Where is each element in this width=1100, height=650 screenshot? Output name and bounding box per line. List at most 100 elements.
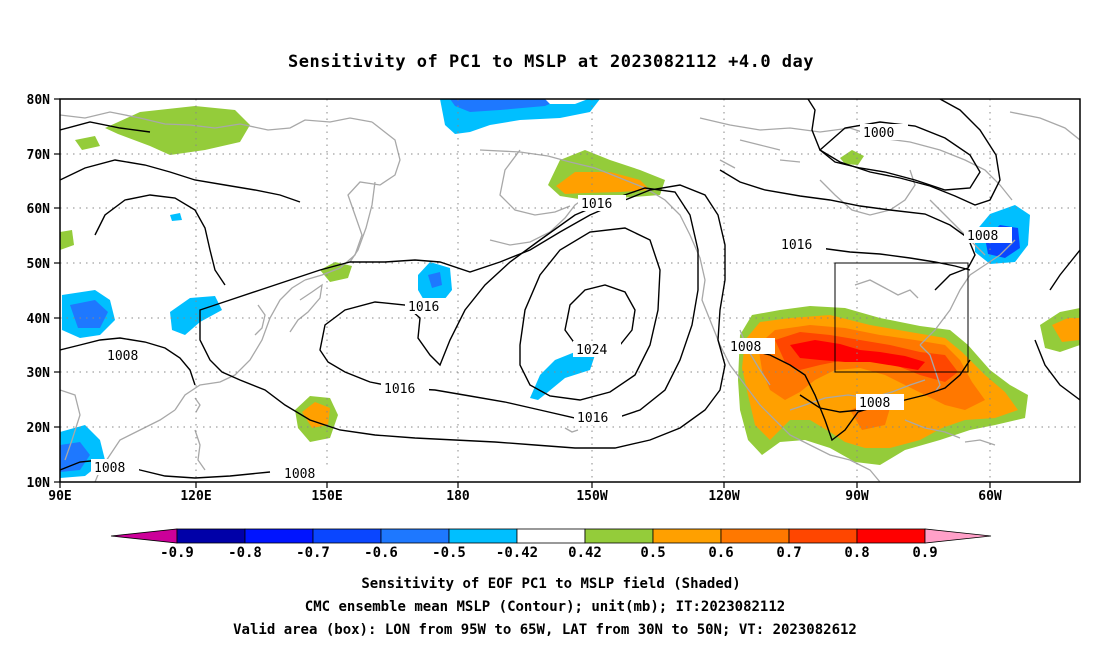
contour-1008-sea bbox=[60, 459, 271, 479]
lon-label-150e: 150E bbox=[311, 489, 342, 504]
negative-shading-small-2 bbox=[170, 213, 182, 221]
contour-1016-canada bbox=[719, 169, 976, 291]
valid-area-box bbox=[834, 262, 969, 373]
contour-label-1008-gulf: 1008 bbox=[859, 396, 890, 411]
colorbar-label: -0.7 bbox=[296, 545, 330, 561]
contour-1016-west bbox=[319, 187, 699, 421]
contour-1008-asia bbox=[60, 337, 196, 386]
coast-korea bbox=[254, 304, 266, 336]
negative-shading-pacific-2 bbox=[530, 352, 595, 400]
coast-florida bbox=[919, 344, 941, 393]
map-frame bbox=[59, 98, 1081, 483]
contour-east-edge bbox=[1049, 249, 1080, 291]
coast-india bbox=[60, 389, 81, 461]
colorbar-label: -0.8 bbox=[228, 545, 262, 561]
lat-label-30n: 30N bbox=[27, 366, 51, 381]
contour-1016-pacific bbox=[519, 227, 661, 401]
contour-asia-mid bbox=[94, 194, 226, 286]
colorbar-label: -0.5 bbox=[432, 545, 466, 561]
latitude-labels: 80N 70N 60N 50N 40N 30N 20N 10N bbox=[27, 93, 51, 491]
colorbar-swatch bbox=[448, 528, 518, 544]
longitude-labels: 90E 120E 150E 180 150W 120W 90W 60W bbox=[48, 489, 1002, 504]
coast-caribbean bbox=[964, 439, 996, 446]
contour-asia-north bbox=[60, 159, 301, 203]
colorbar-low-arrow bbox=[110, 528, 178, 544]
negative-shading-pacific-1-core bbox=[428, 272, 442, 288]
coastlines bbox=[60, 111, 1080, 482]
graticule bbox=[60, 99, 1080, 482]
colorbar: -0.9 -0.8 -0.7 -0.6 -0.5 -0.42 0.42 0.5 0.6 0.7 0.… bbox=[110, 528, 992, 561]
latitude-axis bbox=[54, 98, 60, 483]
colorbar-swatch bbox=[788, 528, 858, 544]
mslp-contours bbox=[60, 99, 1080, 479]
colorbar-label: 0.8 bbox=[844, 545, 869, 561]
contour-east-edge-2 bbox=[1034, 339, 1080, 401]
sensitivity-shading bbox=[60, 99, 1080, 478]
contour-label-1016-alaska: 1016 bbox=[581, 197, 612, 212]
negative-shading-arctic-core bbox=[450, 99, 560, 112]
coast-great-lakes bbox=[854, 279, 919, 299]
lat-label-70n: 70N bbox=[27, 148, 51, 163]
coast-eurasia-north bbox=[60, 111, 373, 131]
lon-label-60w: 60W bbox=[978, 489, 1002, 504]
lon-label-150w: 150W bbox=[576, 489, 607, 504]
lon-label-120w: 120W bbox=[708, 489, 739, 504]
positive-shading-pacific-1 bbox=[320, 262, 352, 282]
contour-label-1024: 1024 bbox=[576, 343, 607, 358]
white-band-arctic bbox=[545, 99, 588, 104]
positive-shading-small-1 bbox=[75, 136, 100, 150]
contour-label-1008-asia: 1008 bbox=[107, 349, 138, 364]
coast-kamchatka bbox=[349, 181, 376, 263]
coast-alaska bbox=[479, 149, 711, 321]
lon-label-90w: 90W bbox=[845, 489, 869, 504]
contour-label-1008-sea: 1008 bbox=[94, 461, 125, 476]
contour-label-1008-ne: 1008 bbox=[967, 229, 998, 244]
colorbar-label: 0.6 bbox=[708, 545, 733, 561]
colorbar-high-arrow bbox=[924, 528, 992, 544]
colorbar-swatch bbox=[856, 528, 926, 544]
colorbar-label: -0.6 bbox=[364, 545, 398, 561]
lat-label-50n: 50N bbox=[27, 257, 51, 272]
coast-east-asia bbox=[174, 279, 306, 411]
contour-label-1008-mexico: 1008 bbox=[730, 340, 761, 355]
lon-label-180: 180 bbox=[446, 489, 470, 504]
colorbar-swatch bbox=[720, 528, 790, 544]
coast-labrador bbox=[929, 199, 986, 256]
coast-greenland bbox=[1009, 111, 1080, 141]
positive-shading-atlantic-core bbox=[1052, 318, 1080, 342]
coast-hudson-bay bbox=[819, 169, 916, 216]
negative-shading-asia-core bbox=[70, 300, 108, 328]
colorbar-swatch bbox=[652, 528, 722, 544]
coast-cuba bbox=[904, 419, 961, 439]
caption-line-3: Valid area (box): LON from 95W to 65W, L… bbox=[233, 622, 857, 638]
colorbar-label: 0.5 bbox=[640, 545, 665, 561]
coast-philippines bbox=[194, 429, 206, 471]
positive-shading-alaska-core bbox=[556, 172, 650, 194]
map-title: Sensitivity of PC1 to MSLP at 2023082112… bbox=[288, 52, 814, 72]
lat-label-10n: 10N bbox=[27, 476, 51, 491]
positive-shading-pacific-2-core bbox=[302, 402, 330, 428]
positive-shading-canada bbox=[840, 150, 864, 165]
caption-line-1: Sensitivity of EOF PC1 to MSLP field (Sh… bbox=[361, 576, 740, 592]
coast-japan bbox=[289, 283, 323, 333]
negative-shading-asia-3-core bbox=[60, 442, 90, 472]
lat-label-20n: 20N bbox=[27, 421, 51, 436]
negative-shading-asia-2 bbox=[170, 296, 222, 335]
lat-label-40n: 40N bbox=[27, 312, 51, 327]
colorbar-swatch bbox=[312, 528, 382, 544]
lon-label-90e: 90E bbox=[48, 489, 71, 504]
colorbar-label: -0.42 bbox=[496, 545, 538, 561]
positive-shading-north-america-max bbox=[790, 340, 925, 370]
longitude-axis bbox=[59, 482, 991, 488]
contour-label-1016-pacific: 1016 bbox=[408, 300, 439, 315]
coast-alaska-west bbox=[499, 149, 571, 216]
lat-label-60n: 60N bbox=[27, 202, 51, 217]
colorbar-label: 0.42 bbox=[568, 545, 602, 561]
contour-north-left bbox=[60, 121, 151, 133]
coast-east-us bbox=[919, 239, 1016, 346]
colorbar-swatch bbox=[176, 528, 246, 544]
colorbar-swatch bbox=[380, 528, 450, 544]
contour-label-1008-south: 1008 bbox=[284, 467, 315, 482]
contour-1008-outer bbox=[199, 184, 726, 449]
